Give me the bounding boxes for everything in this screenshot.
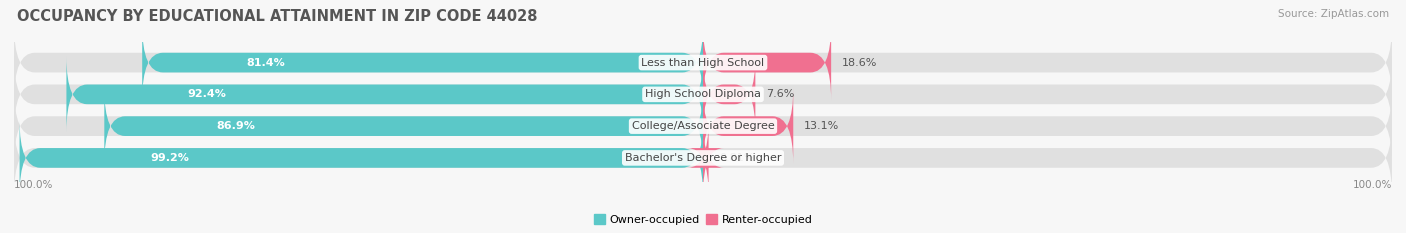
FancyBboxPatch shape bbox=[14, 88, 1392, 164]
FancyBboxPatch shape bbox=[66, 57, 703, 132]
Text: 92.4%: 92.4% bbox=[187, 89, 226, 99]
Text: OCCUPANCY BY EDUCATIONAL ATTAINMENT IN ZIP CODE 44028: OCCUPANCY BY EDUCATIONAL ATTAINMENT IN Z… bbox=[17, 9, 537, 24]
FancyBboxPatch shape bbox=[688, 120, 724, 196]
Text: 13.1%: 13.1% bbox=[804, 121, 839, 131]
FancyBboxPatch shape bbox=[703, 88, 793, 164]
Text: 7.6%: 7.6% bbox=[766, 89, 794, 99]
FancyBboxPatch shape bbox=[142, 25, 703, 100]
Text: 86.9%: 86.9% bbox=[217, 121, 256, 131]
Text: 81.4%: 81.4% bbox=[246, 58, 285, 68]
FancyBboxPatch shape bbox=[20, 120, 703, 196]
FancyBboxPatch shape bbox=[703, 57, 755, 132]
Text: 0.81%: 0.81% bbox=[720, 153, 755, 163]
Text: High School Diploma: High School Diploma bbox=[645, 89, 761, 99]
Legend: Owner-occupied, Renter-occupied: Owner-occupied, Renter-occupied bbox=[589, 210, 817, 229]
Text: 18.6%: 18.6% bbox=[842, 58, 877, 68]
FancyBboxPatch shape bbox=[14, 57, 1392, 132]
Text: Less than High School: Less than High School bbox=[641, 58, 765, 68]
FancyBboxPatch shape bbox=[703, 25, 831, 100]
Text: 100.0%: 100.0% bbox=[14, 179, 53, 189]
Text: College/Associate Degree: College/Associate Degree bbox=[631, 121, 775, 131]
Text: 100.0%: 100.0% bbox=[1353, 179, 1392, 189]
Text: Bachelor's Degree or higher: Bachelor's Degree or higher bbox=[624, 153, 782, 163]
FancyBboxPatch shape bbox=[104, 88, 703, 164]
FancyBboxPatch shape bbox=[14, 120, 1392, 196]
Text: Source: ZipAtlas.com: Source: ZipAtlas.com bbox=[1278, 9, 1389, 19]
Text: 99.2%: 99.2% bbox=[150, 153, 190, 163]
FancyBboxPatch shape bbox=[14, 25, 1392, 100]
